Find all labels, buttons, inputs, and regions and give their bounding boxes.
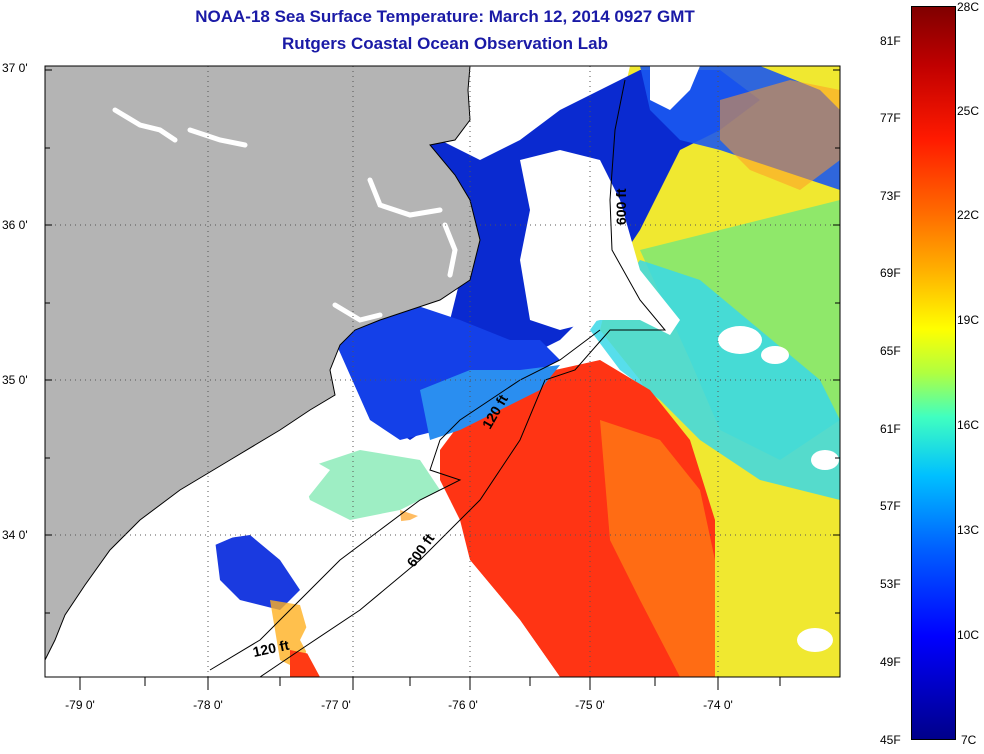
isobath-label-600-north: 600 ft [613,188,629,225]
bathymetry-contours [45,66,667,677]
lon-label-75: -75 0' [575,698,605,712]
colorbar-f-73: 73F [880,189,901,203]
colorbar-f-81: 81F [880,34,901,48]
colorbar-c-28: 28C [957,0,980,14]
inland-waters [112,107,458,323]
lon-label-79: -79 0' [65,698,95,712]
colorbar-f-69: 69F [880,266,901,280]
cloud-northeast [650,66,700,110]
cloud-south-offshore [300,500,560,677]
colorbar-f-61: 61F [880,422,901,436]
colorbar-c-22: 22C [957,208,980,222]
colorbar-f-53: 53F [880,577,901,591]
cloud-speck-4 [797,628,833,652]
colorbar-c-25: 25C [957,104,980,118]
map-subtitle: Rutgers Coastal Ocean Observation Lab [282,34,608,53]
colorbar-c-10: 10C [957,628,980,642]
isobath-label-120-south: 120 ft [251,637,290,660]
colorbar-f-77: 77F [880,111,901,125]
cape-fear-blue-patch [215,535,300,610]
lon-label-77: -77 0' [321,698,351,712]
colorbar-f-57: 57F [880,499,901,513]
land-area [45,66,480,660]
cold-shelf-water-south [330,300,560,440]
colorbar-f-65: 65F [880,344,901,358]
cloud-north-shelf [520,150,680,335]
onslow-bay-patch [300,450,440,520]
cloud-speck-1 [718,326,762,354]
colorbar-c-16: 16C [957,418,980,432]
cloud-speck-3 [811,450,839,470]
map-title: NOAA-18 Sea Surface Temperature: March 1… [195,7,695,26]
mid-shelf-cyan [420,365,560,440]
lon-label-78: -78 0' [193,698,223,712]
cloud-speck-2 [761,346,789,364]
colorbar-c-13: 13C [957,523,980,537]
colorbar-f-45: 45F [880,733,901,747]
colorbar-c-19: 19C [957,313,980,327]
colorbar-c-7: 7C [961,733,977,747]
temperature-colorbar [911,6,956,740]
graticule [45,66,840,677]
lat-label-37: 37 0' [2,61,28,75]
lon-label-76: -76 0' [448,698,478,712]
lon-label-74: -74 0' [703,698,733,712]
gulf-stream-orange [600,420,715,677]
contour-120ft [209,329,601,671]
lat-label-34: 34 0' [2,528,28,542]
lat-label-35: 35 0' [2,373,28,387]
sst-map: 600 ft 120 ft 600 ft 120 ft [44,65,841,690]
contour-600ft-north [259,79,667,677]
map-frame [44,65,841,678]
north-warm-streak [720,80,840,190]
coastline [45,66,481,661]
colorbar-f-49: 49F [880,655,901,669]
axis-ticks [45,69,840,690]
lat-label-36: 36 0' [2,218,28,232]
